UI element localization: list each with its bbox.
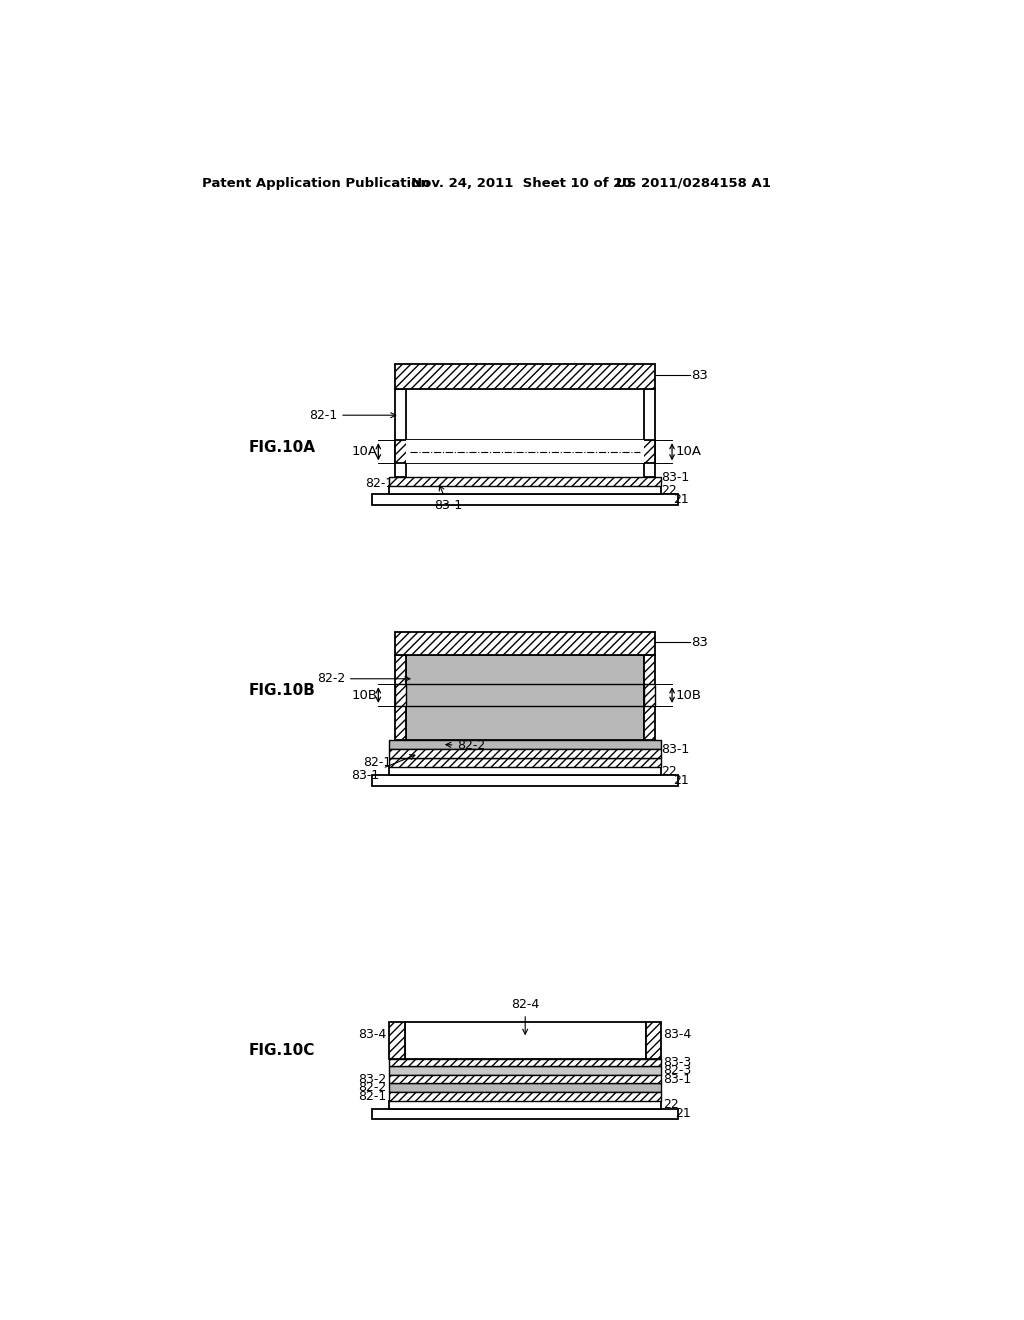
Text: 83-4: 83-4 [357, 1028, 386, 1041]
Text: 10B: 10B [351, 689, 377, 702]
Bar [407, 441, 644, 463]
Bar [395, 632, 655, 655]
Bar [389, 748, 662, 758]
Text: Patent Application Publication: Patent Application Publication [202, 177, 429, 190]
Bar [389, 1022, 404, 1059]
Text: FIG.10B: FIG.10B [248, 682, 315, 698]
Bar [407, 655, 644, 739]
Text: 10A: 10A [675, 445, 701, 458]
Bar [389, 1084, 662, 1093]
Bar [372, 1109, 678, 1119]
Bar [389, 487, 662, 494]
Bar [389, 478, 662, 487]
Bar [372, 775, 678, 785]
Bar [389, 1093, 662, 1101]
Text: 10B: 10B [675, 689, 701, 702]
Text: 82-1: 82-1 [364, 756, 391, 770]
Bar [395, 364, 655, 388]
Text: Nov. 24, 2011  Sheet 10 of 20: Nov. 24, 2011 Sheet 10 of 20 [411, 177, 632, 190]
Text: 82-4: 82-4 [511, 998, 540, 1034]
Text: 21: 21 [674, 774, 689, 787]
Text: 83-1: 83-1 [351, 755, 415, 781]
Text: 82-1: 82-1 [357, 1090, 386, 1104]
Text: 21: 21 [674, 492, 689, 506]
Text: 83-2: 83-2 [357, 1073, 386, 1086]
Text: 82-2: 82-2 [357, 1081, 386, 1094]
Text: 22: 22 [663, 1098, 679, 1111]
Text: 82-1: 82-1 [309, 409, 395, 421]
Bar [646, 1022, 662, 1059]
Bar [389, 1067, 662, 1076]
Bar [389, 1101, 662, 1109]
Text: FIG.10C: FIG.10C [248, 1043, 314, 1059]
Text: 22: 22 [662, 764, 677, 777]
Text: 83-1: 83-1 [434, 486, 463, 512]
Bar [389, 1059, 662, 1067]
Text: 83-1: 83-1 [662, 471, 689, 483]
Bar [389, 758, 662, 767]
Text: 22: 22 [662, 483, 677, 496]
Text: FIG.10A: FIG.10A [248, 441, 315, 455]
Text: 83: 83 [691, 368, 709, 381]
Text: 82-2: 82-2 [445, 739, 485, 752]
Bar [407, 441, 644, 462]
Bar [644, 655, 655, 739]
Text: 82-2: 82-2 [316, 672, 410, 685]
Bar [644, 684, 655, 706]
Text: 82-1: 82-1 [365, 477, 393, 490]
Text: 83-1: 83-1 [663, 1073, 691, 1086]
Bar [395, 388, 407, 478]
Bar [404, 1022, 646, 1059]
Text: 83-4: 83-4 [663, 1028, 691, 1041]
Text: 83: 83 [691, 636, 709, 649]
Bar [644, 388, 655, 478]
Text: 82-3: 82-3 [663, 1064, 691, 1077]
Bar [389, 767, 662, 775]
Bar [395, 441, 655, 463]
Text: US 2011/0284158 A1: US 2011/0284158 A1 [616, 177, 771, 190]
Text: 83-1: 83-1 [662, 743, 689, 756]
Bar [372, 494, 678, 506]
Bar [395, 655, 407, 739]
Text: 10A: 10A [351, 445, 377, 458]
Bar [389, 1076, 662, 1084]
Text: 21: 21 [675, 1107, 691, 1121]
Bar [389, 739, 662, 748]
Text: 83-3: 83-3 [663, 1056, 691, 1069]
Bar [395, 684, 407, 706]
